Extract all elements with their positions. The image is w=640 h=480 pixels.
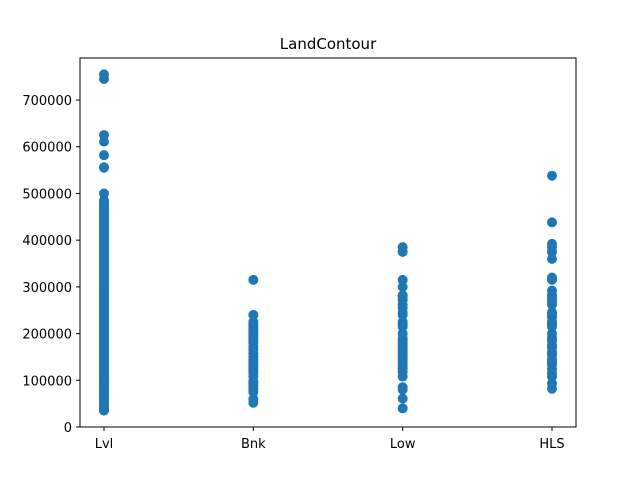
y-tick-label: 100000 [22, 374, 72, 389]
data-point-low [397, 403, 408, 414]
chart-title: LandContour [280, 35, 377, 53]
data-point-low [397, 242, 408, 253]
x-tick-label-bnk: Bnk [241, 437, 266, 452]
data-point-hls [547, 307, 557, 318]
data-point-bnk [248, 274, 259, 285]
data-point-hls [547, 378, 557, 389]
y-tick-label: 400000 [22, 234, 72, 249]
x-axis: Lvl Bnk Low HLS [95, 427, 565, 452]
plot-frame [79, 57, 577, 428]
data-point-bnk [248, 309, 259, 320]
data-point-low [397, 382, 408, 393]
data-point-hls [547, 217, 557, 228]
y-tick-label: 200000 [22, 328, 72, 343]
data-point-lvl [99, 150, 109, 161]
y-axis: 0 100000 200000 300000 400000 500000 600000 700… [22, 94, 80, 436]
data-point-low [397, 281, 408, 292]
x-tick-label-low: Low [390, 437, 416, 452]
data-point-hls [547, 170, 557, 181]
data-point-bnk [248, 393, 259, 404]
data-point-low [397, 316, 408, 327]
scatter-points [99, 69, 557, 416]
data-point-low [397, 274, 408, 285]
data-point-lvl [99, 130, 109, 141]
x-tick-label-hls: HLS [539, 437, 564, 452]
data-point-low [397, 328, 408, 339]
data-point-bnk [248, 316, 259, 327]
y-tick-label: 700000 [22, 94, 72, 109]
data-point-hls [547, 272, 557, 283]
x-tick-label-lvl: Lvl [95, 437, 114, 452]
data-point-low [397, 290, 408, 301]
data-point-hls [547, 238, 557, 249]
data-point-lvl [99, 162, 109, 173]
data-point-lvl [99, 69, 109, 80]
data-point-hls [547, 285, 557, 296]
data-point-hls [547, 253, 557, 264]
data-point-lvl [99, 188, 109, 199]
data-point-low [397, 393, 408, 404]
y-tick-label: 0 [64, 421, 72, 436]
data-point-hls [547, 328, 557, 339]
data-point-lvl [99, 195, 109, 206]
y-tick-label: 600000 [22, 141, 72, 156]
y-tick-label: 500000 [22, 187, 72, 202]
y-tick-label: 300000 [22, 281, 72, 296]
